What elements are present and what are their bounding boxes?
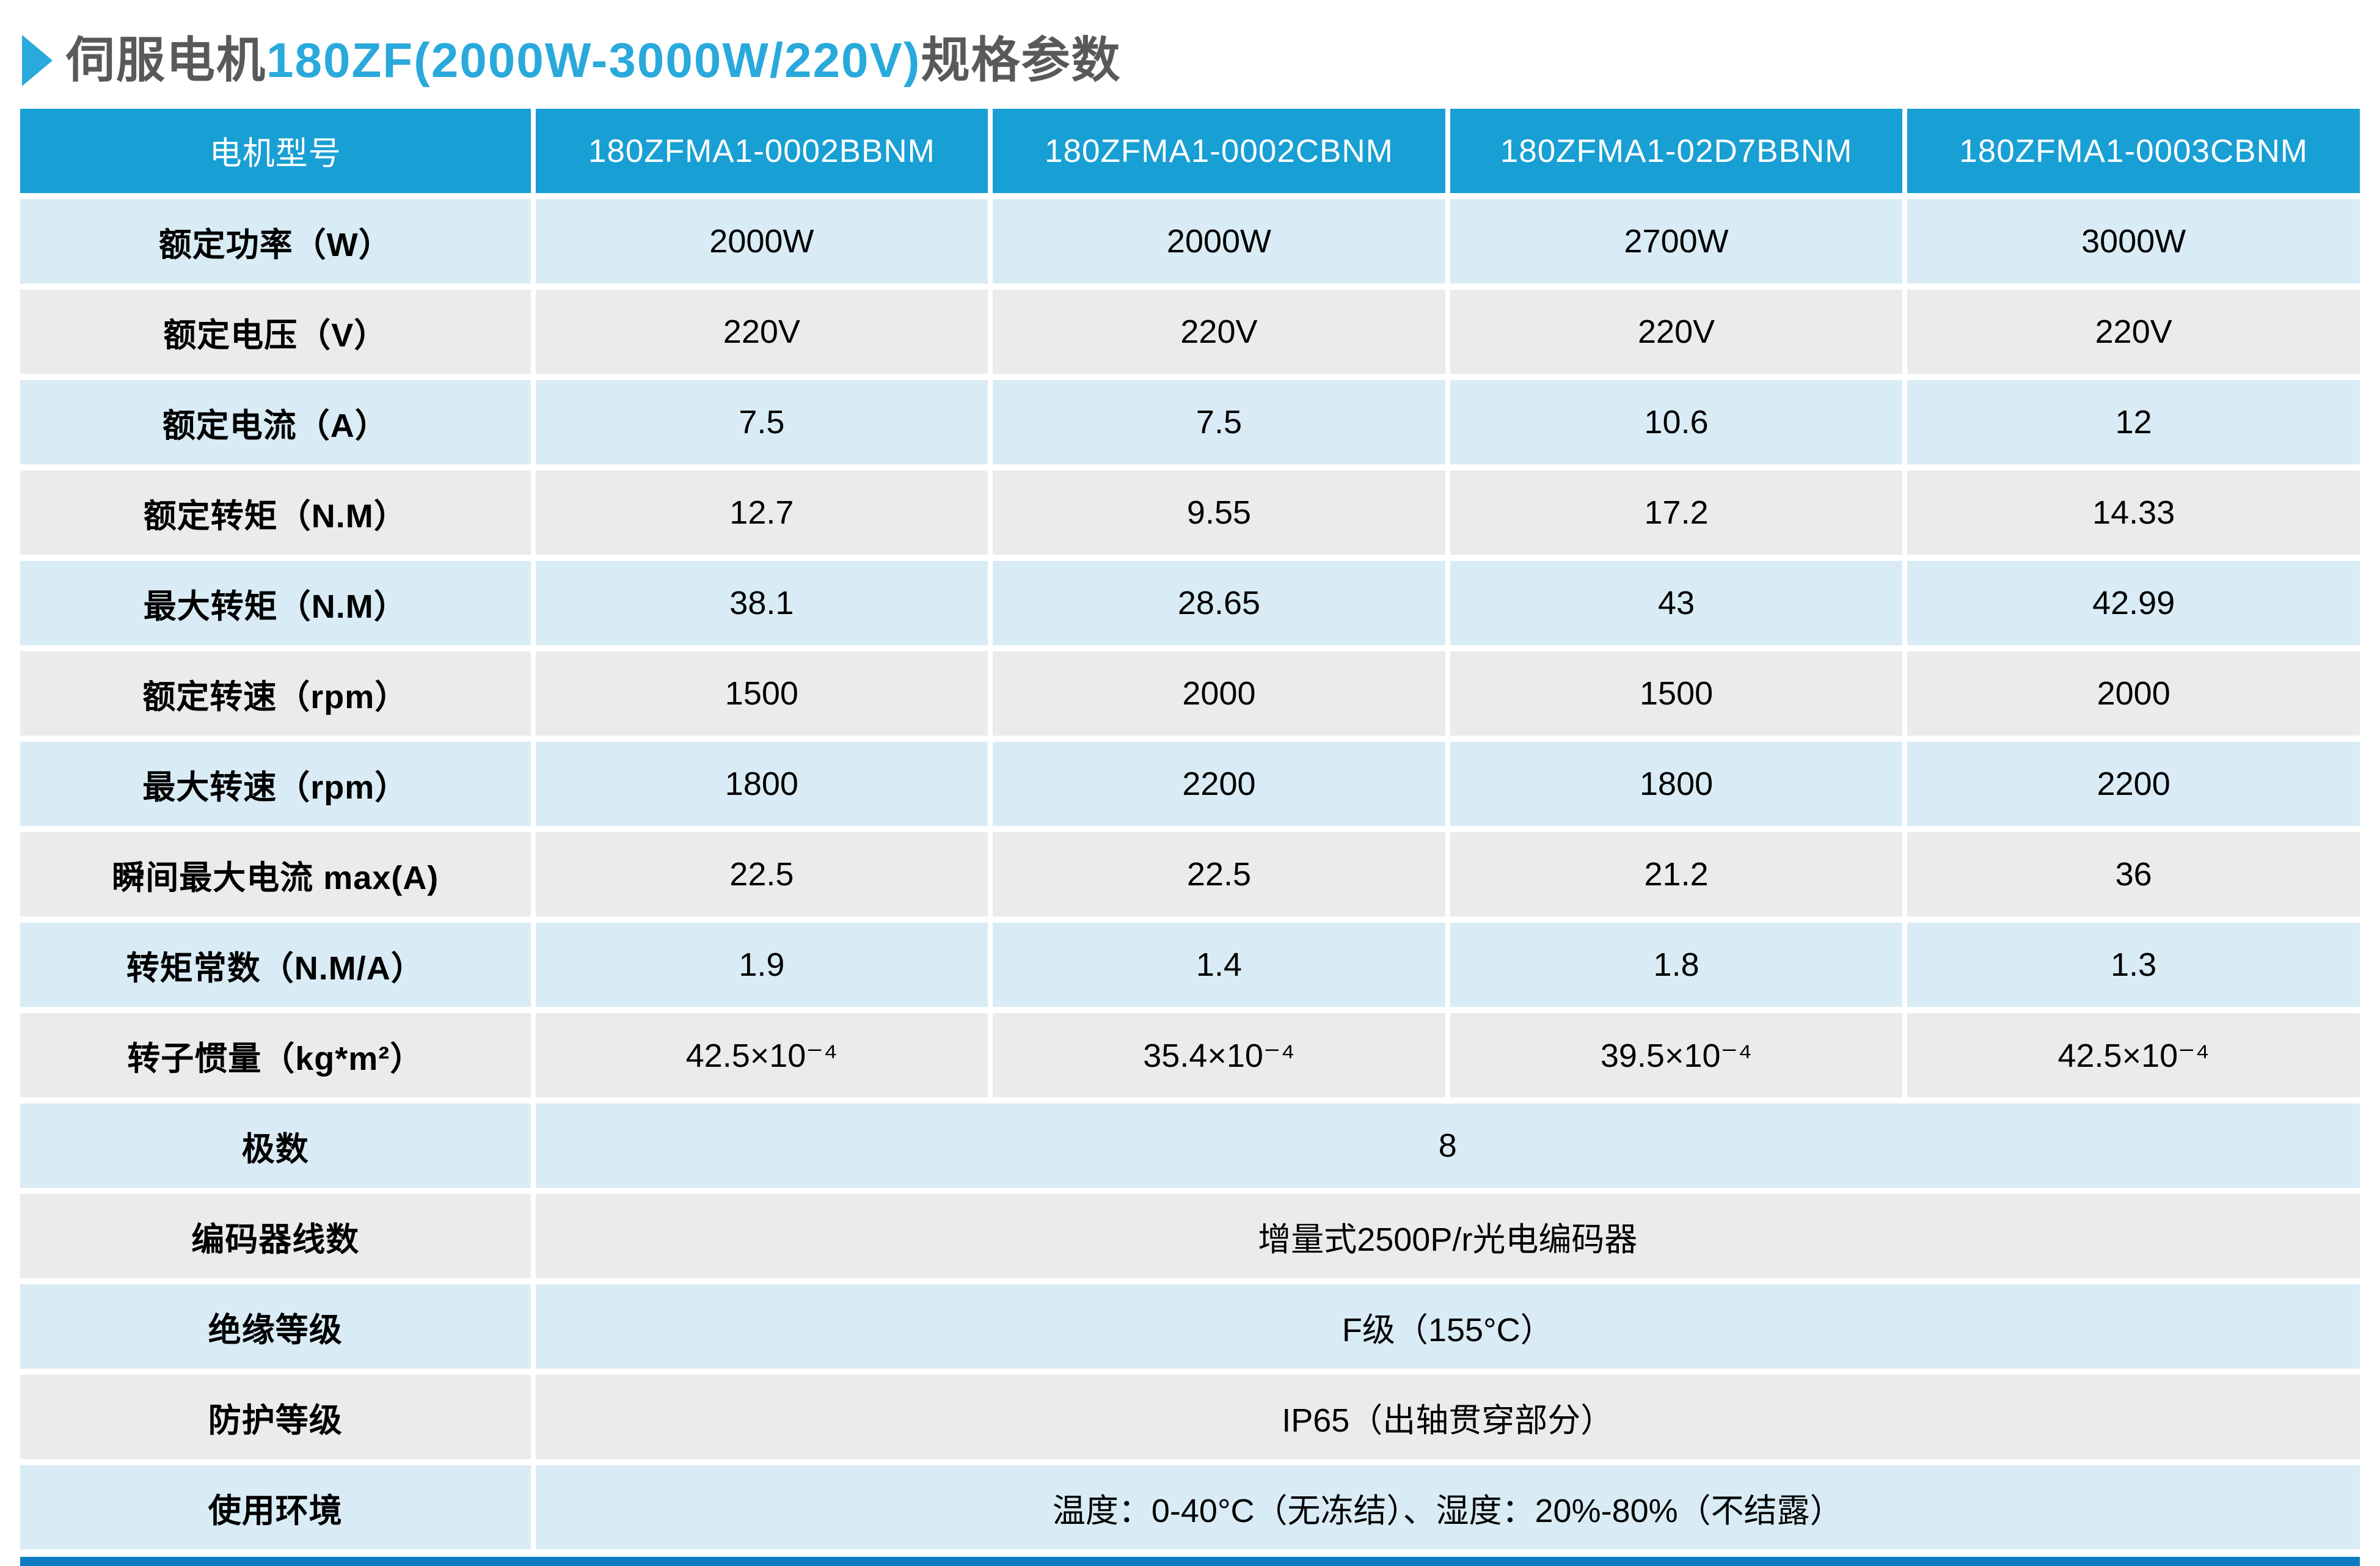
row-label: 额定电压（V） — [20, 290, 531, 374]
row-label: 额定电流（A） — [20, 380, 531, 464]
cell-value: 39.5×10⁻⁴ — [1450, 1013, 1903, 1097]
row-label: 绝缘等级 — [20, 1284, 531, 1369]
table-row: 防护等级 IP65（出轴贯穿部分） — [20, 1375, 2360, 1459]
row-label: 额定转矩（N.M） — [20, 470, 531, 555]
cell-value: 42.5×10⁻⁴ — [1907, 1013, 2360, 1097]
cell-value: 43 — [1450, 561, 1903, 645]
cell-value: 1.8 — [1450, 923, 1903, 1007]
column-header-model: 180ZFMA1-0003CBNM — [1907, 109, 2360, 193]
table-row: 额定电压（V） 220V 220V 220V 220V — [20, 290, 2360, 374]
cell-value: 35.4×10⁻⁴ — [993, 1013, 1445, 1097]
corner-header: 电机型号 — [20, 109, 531, 193]
page-header: 伺服电机180ZF(2000W-3000W/220V)规格参数 — [0, 0, 2380, 97]
table-row: 额定电流（A） 7.5 7.5 10.6 12 — [20, 380, 2360, 464]
cell-value: 36 — [1907, 832, 2360, 917]
column-header-model: 180ZFMA1-0002CBNM — [993, 109, 1445, 193]
cell-value: 10.6 — [1450, 380, 1903, 464]
row-label: 编码器线数 — [20, 1194, 531, 1278]
cell-value: 12 — [1907, 380, 2360, 464]
cell-value: 220V — [993, 290, 1445, 374]
triangle-bullet-icon — [22, 35, 53, 86]
cell-value: 22.5 — [535, 832, 988, 917]
cell-value: 42.99 — [1907, 561, 2360, 645]
cell-value: 1.3 — [1907, 923, 2360, 1007]
cell-value: 1500 — [1450, 651, 1903, 736]
table-row: 最大转矩（N.M） 38.1 28.65 43 42.99 — [20, 561, 2360, 645]
row-label: 防护等级 — [20, 1375, 531, 1459]
cell-value-span: F级（155°C） — [535, 1284, 2360, 1369]
row-label: 转子惯量（kg*m²） — [20, 1013, 531, 1097]
cell-value: 1.4 — [993, 923, 1445, 1007]
table-header-row: 电机型号 180ZFMA1-0002BBNM 180ZFMA1-0002CBNM… — [20, 109, 2360, 193]
row-label: 最大转速（rpm） — [20, 742, 531, 826]
row-label: 瞬间最大电流 max(A) — [20, 832, 531, 917]
row-label: 最大转矩（N.M） — [20, 561, 531, 645]
table-row: 使用环境 温度：0-40°C（无冻结）、湿度：20%-80%（不结露） — [20, 1465, 2360, 1550]
cell-value: 2000 — [993, 651, 1445, 736]
cell-value: 1800 — [1450, 742, 1903, 826]
spec-table-container: 电机型号 180ZFMA1-0002BBNM 180ZFMA1-0002CBNM… — [15, 103, 2365, 1566]
table-row: 转子惯量（kg*m²） 42.5×10⁻⁴ 35.4×10⁻⁴ 39.5×10⁻… — [20, 1013, 2360, 1097]
cell-value-span: IP65（出轴贯穿部分） — [535, 1375, 2360, 1459]
cell-value: 2000W — [993, 199, 1445, 284]
cell-value: 1800 — [535, 742, 988, 826]
cell-value: 2700W — [1450, 199, 1903, 284]
cell-value: 42.5×10⁻⁴ — [535, 1013, 988, 1097]
title-highlight: 180ZF(2000W-3000W/220V) — [266, 33, 921, 87]
title-suffix: 规格参数 — [921, 33, 1122, 87]
cell-value: 220V — [535, 290, 988, 374]
cell-value: 7.5 — [993, 380, 1445, 464]
table-row: 极数 8 — [20, 1103, 2360, 1188]
column-header-model: 180ZFMA1-02D7BBNM — [1450, 109, 1903, 193]
row-label: 使用环境 — [20, 1465, 531, 1550]
cell-value: 2000W — [535, 199, 988, 284]
table-row: 额定转速（rpm） 1500 2000 1500 2000 — [20, 651, 2360, 736]
cell-value: 3000W — [1907, 199, 2360, 284]
cell-value: 9.55 — [993, 470, 1445, 555]
cell-value: 14.33 — [1907, 470, 2360, 555]
cell-value-span: 8 — [535, 1103, 2360, 1188]
cell-value-span: 增量式2500P/r光电编码器 — [535, 1194, 2360, 1278]
row-label: 极数 — [20, 1103, 531, 1188]
spec-table: 电机型号 180ZFMA1-0002BBNM 180ZFMA1-0002CBNM… — [15, 103, 2365, 1556]
page-title: 伺服电机180ZF(2000W-3000W/220V)规格参数 — [66, 36, 1122, 85]
table-row: 额定转矩（N.M） 12.7 9.55 17.2 14.33 — [20, 470, 2360, 555]
table-row: 额定功率（W） 2000W 2000W 2700W 3000W — [20, 199, 2360, 284]
cell-value: 7.5 — [535, 380, 988, 464]
table-row: 最大转速（rpm） 1800 2200 1800 2200 — [20, 742, 2360, 826]
cell-value: 220V — [1450, 290, 1903, 374]
cell-value: 21.2 — [1450, 832, 1903, 917]
table-row: 绝缘等级 F级（155°C） — [20, 1284, 2360, 1369]
table-row: 编码器线数 增量式2500P/r光电编码器 — [20, 1194, 2360, 1278]
cell-value: 1500 — [535, 651, 988, 736]
cell-value: 2200 — [1907, 742, 2360, 826]
cell-value: 28.65 — [993, 561, 1445, 645]
cell-value: 12.7 — [535, 470, 988, 555]
row-label: 额定转速（rpm） — [20, 651, 531, 736]
table-row: 瞬间最大电流 max(A) 22.5 22.5 21.2 36 — [20, 832, 2360, 917]
cell-value: 1.9 — [535, 923, 988, 1007]
row-label: 额定功率（W） — [20, 199, 531, 284]
bottom-accent-bar — [20, 1557, 2360, 1566]
cell-value-span: 温度：0-40°C（无冻结）、湿度：20%-80%（不结露） — [535, 1465, 2360, 1550]
cell-value: 38.1 — [535, 561, 988, 645]
row-label: 转矩常数（N.M/A） — [20, 923, 531, 1007]
cell-value: 2000 — [1907, 651, 2360, 736]
column-header-model: 180ZFMA1-0002BBNM — [535, 109, 988, 193]
cell-value: 220V — [1907, 290, 2360, 374]
title-prefix: 伺服电机 — [66, 33, 266, 87]
cell-value: 22.5 — [993, 832, 1445, 917]
table-row: 转矩常数（N.M/A） 1.9 1.4 1.8 1.3 — [20, 923, 2360, 1007]
cell-value: 2200 — [993, 742, 1445, 826]
cell-value: 17.2 — [1450, 470, 1903, 555]
